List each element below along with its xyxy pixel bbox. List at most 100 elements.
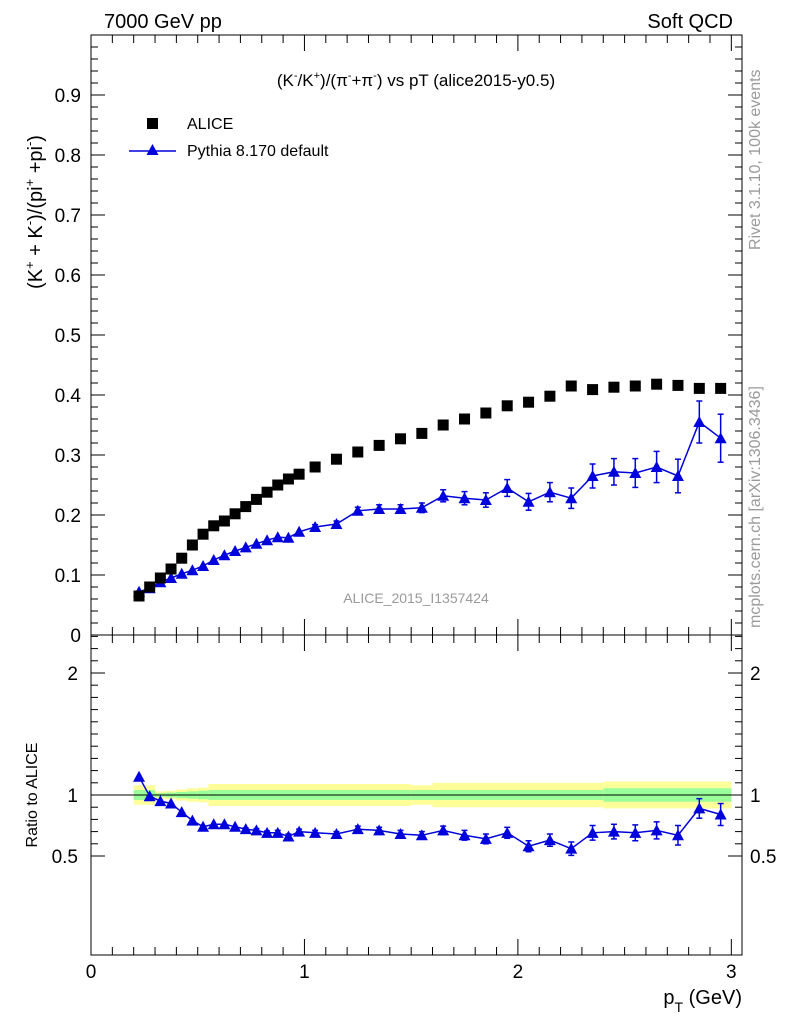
pythia-ratio-point [351, 823, 364, 835]
main-axis-ticks [90, 35, 742, 636]
header-right: Soft QCD [647, 11, 733, 33]
x-axis-label: pT (GeV) [663, 987, 742, 1015]
legend-alice-label: ALICE [187, 116, 233, 133]
pythia-ratio-point [693, 802, 706, 814]
alice-point [544, 390, 556, 402]
pythia-point [197, 560, 210, 571]
alice-point [394, 433, 406, 445]
ratio-y-tick-labels: 0.5 0.5 1 1 2 2 [52, 664, 777, 868]
pythia-ratio-point [373, 824, 386, 836]
alice-point [133, 590, 145, 602]
alice-point [608, 381, 620, 393]
ratio-y-tick-label-left: 2 [67, 664, 78, 685]
ratio-axis-ticks [90, 635, 742, 955]
ratio-y-tick-label-left: 0.5 [52, 847, 78, 868]
pythia-point [239, 541, 252, 553]
pythia-point [165, 572, 178, 583]
pythia-point [271, 531, 284, 543]
alice-point [715, 382, 727, 394]
alice-point [330, 453, 342, 465]
ratio-y-tick-label-left: 1 [67, 786, 78, 807]
pythia-point [282, 531, 295, 543]
legend-pythia-marker [146, 144, 159, 155]
pythia-point [693, 416, 706, 427]
alice-point [416, 427, 428, 439]
pythia-point [629, 467, 642, 478]
main-y-tick-label: 0.5 [55, 326, 81, 347]
pythia-point [309, 521, 322, 532]
pythia-point [458, 492, 471, 504]
pythia-ratio-point [671, 829, 684, 841]
pythia-ratio-point [629, 826, 642, 838]
x-tick-label: 1 [299, 962, 310, 983]
alice-point [154, 572, 166, 584]
plot-title: (K-/K+)/(π-+π-) vs pT (alice2015-y0.5) [277, 70, 555, 90]
alice-point [186, 539, 198, 551]
alice-point [587, 384, 599, 396]
pythia-ratio-point [415, 829, 428, 841]
pythia-ratio-point [250, 824, 263, 836]
pythia-ratio-point [330, 828, 343, 840]
ratio-panel: 0.5 0.5 1 1 2 2 0 1 2 3 Ratio to ALICE pT (GeV) [24, 634, 777, 1015]
pythia-point [479, 494, 492, 505]
pythia-point [229, 545, 242, 556]
pythia-ratio-point [154, 795, 167, 807]
pythia-ratio-point [501, 826, 514, 838]
pythia-ratio-point [218, 818, 231, 830]
pythia-point [565, 492, 578, 504]
pythia-ratio-point [293, 825, 306, 837]
pythia-ratio-point [143, 790, 156, 802]
pythia-ratio-point [207, 818, 220, 830]
pythia-ratio-point [239, 823, 252, 835]
alice-point [309, 461, 321, 473]
alice-point [523, 396, 535, 408]
legend: ALICE Pythia 8.170 default [129, 116, 329, 160]
alice-point [176, 552, 188, 564]
alice-point [293, 468, 305, 480]
alice-point [437, 419, 449, 431]
main-y-axis-label: (K+ + K-)/(pi+ +pi-) [22, 135, 47, 289]
pythia-point [714, 432, 727, 444]
pythia-point [293, 525, 306, 537]
pythia-ratio-point [271, 826, 284, 838]
pythia-ratio-point [714, 808, 727, 820]
alice-point [459, 413, 471, 425]
ratio-y-tick-label-right: 2 [750, 664, 761, 685]
pythia-point [607, 465, 620, 477]
pythia-ratio-point [479, 832, 492, 844]
alice-point [250, 493, 262, 505]
pythia-point [330, 518, 343, 529]
alice-point [480, 407, 492, 419]
main-y-tick-label: 0.1 [55, 566, 81, 587]
pythia-ratio-point [437, 824, 450, 836]
pythia-point [543, 486, 556, 498]
pythia-point [207, 554, 220, 565]
alice-point [373, 439, 385, 451]
alice-point [218, 515, 230, 527]
main-y-tick-label: 0.2 [55, 506, 81, 527]
pythia-ratio-point [261, 826, 274, 838]
pythia-ratio-point [229, 820, 242, 832]
rivet-info: Rivet 3.1.10, 100k events [747, 69, 764, 250]
pythia-ratio-point [543, 834, 556, 846]
pythia-point [586, 470, 599, 481]
alice-point [629, 380, 641, 392]
legend-alice-marker [147, 118, 158, 129]
alice-point [197, 528, 209, 540]
pythia-ratio-point [586, 826, 599, 838]
pythia-point [218, 549, 231, 561]
alice-point [693, 382, 705, 394]
pythia-point [394, 503, 407, 514]
pythia-ratio-point [175, 806, 188, 818]
main-y-tick-labels: 0 0.1 0.2 0.3 0.4 0.5 0.6 0.7 0.8 0.9 [55, 86, 82, 647]
pythia-series-ratio [133, 770, 727, 857]
pythia-ratio-point [607, 825, 620, 837]
ratio-y-tick-label-right: 0.5 [750, 847, 776, 868]
pythia-ratio-point [133, 770, 146, 782]
alice-series-main [133, 378, 727, 602]
pythia-point [522, 495, 535, 507]
pythia-point [373, 503, 386, 514]
pythia-point [415, 501, 428, 513]
pythia-line [138, 420, 722, 593]
